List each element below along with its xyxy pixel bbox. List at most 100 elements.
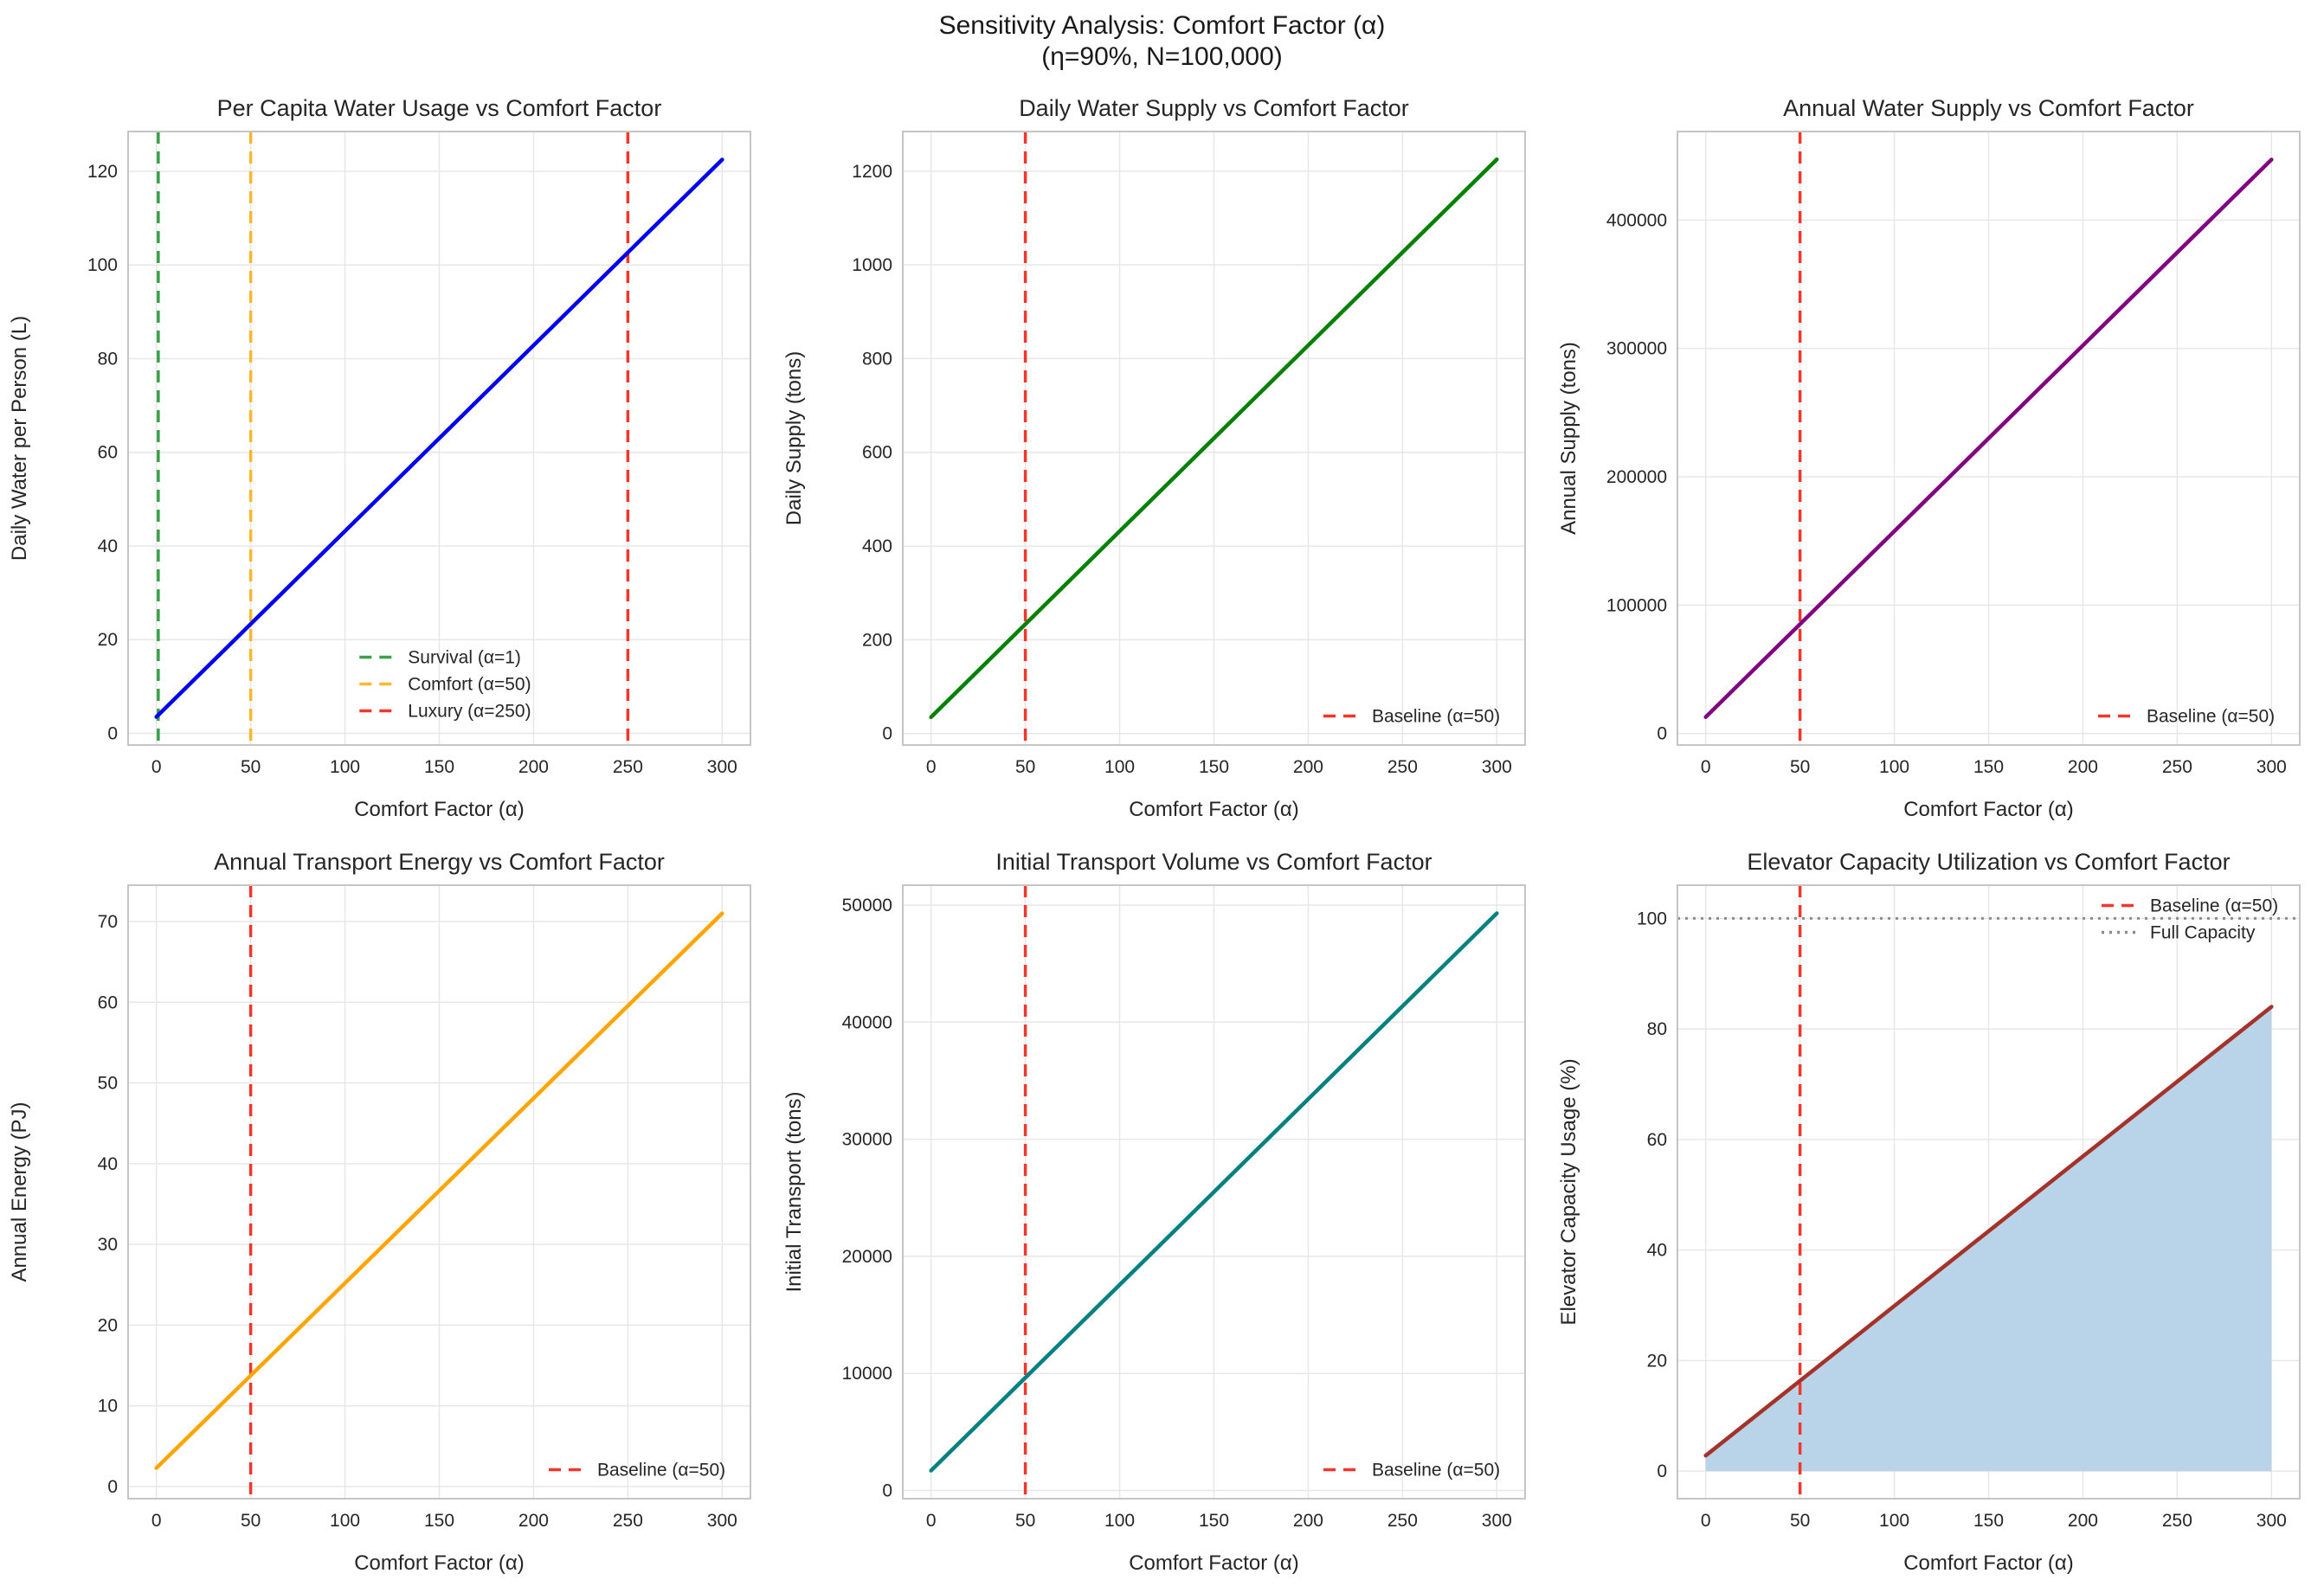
y-tick-label: 600: [862, 443, 892, 463]
y-tick-label: 50000: [842, 896, 892, 915]
x-tick-label: 250: [1387, 757, 1418, 777]
x-tick-label: 0: [926, 1511, 937, 1531]
x-tick-label: 300: [707, 1511, 737, 1531]
x-tick-label: 100: [330, 1511, 360, 1531]
y-axis-label: Annual Energy (PJ): [8, 1102, 31, 1281]
capacity-fill-area: [1705, 1006, 2272, 1472]
x-tick-label: 100: [1104, 757, 1135, 777]
chart-annual-transport-energy: 0 50 100 150 200 250 300 0 10 20 30 40 50 60 70 Comfort…: [8, 849, 751, 1575]
y-tick-label: 400: [862, 536, 892, 556]
x-tick-label: 200: [2068, 1511, 2098, 1531]
y-tick-label: 40: [98, 536, 118, 556]
x-tick-label: 300: [2256, 757, 2287, 777]
x-tick-label: 0: [151, 1511, 162, 1531]
series-annual-energy: [154, 911, 724, 1470]
x-tick-label: 50: [1015, 757, 1035, 777]
y-tick-label: 40000: [842, 1012, 892, 1032]
x-tick-label: 50: [1015, 1511, 1035, 1531]
x-tick-label: 0: [1701, 1511, 1711, 1531]
y-axis-label: Daily Supply (tons): [782, 351, 806, 525]
subplot-annual-water-supply: 0 50 100 150 200 250 300 0 100000 200000 300000 400…: [1549, 83, 2324, 837]
x-tick-label: 50: [1790, 1511, 1810, 1531]
x-tick-label: 200: [2068, 757, 2098, 777]
y-tick-label: 120: [87, 162, 118, 182]
x-tick-label: 0: [151, 757, 162, 777]
series-daily-supply: [929, 157, 1499, 720]
subplot-title: Annual Transport Energy vs Comfort Facto…: [214, 849, 665, 875]
x-axis-label: Comfort Factor (α): [354, 798, 525, 821]
x-axis-label: Comfort Factor (α): [1903, 798, 2074, 821]
y-tick-label: 0: [1657, 724, 1667, 744]
axes-border: [127, 884, 751, 1500]
y-tick-label: 100: [1637, 909, 1667, 928]
chart-elevator-capacity: 0 50 100 150 200 250 300 0 20 40 60 80 100 Comfort Fa…: [1557, 849, 2301, 1575]
x-axis-label: Comfort Factor (α): [354, 1551, 525, 1575]
x-tick-label: 50: [1790, 757, 1810, 777]
legend-label: Baseline (α=50): [1372, 1461, 1500, 1481]
y-tick-label: 200: [862, 630, 892, 650]
y-tick-label: 40: [1647, 1241, 1667, 1261]
subplot-initial-transport-volume: 0 50 100 150 200 250 300 0 10000 20000 30000 40000 5…: [775, 837, 1549, 1590]
chart-annual-water-supply: 0 50 100 150 200 250 300 0 100000 200000 300000 400…: [1557, 95, 2301, 821]
x-tick-label: 50: [241, 757, 261, 777]
y-tick-label: 60: [1647, 1130, 1667, 1150]
y-tick-label: 20: [98, 630, 118, 650]
y-tick-label: 200000: [1606, 467, 1667, 487]
legend-label: Comfort (α=50): [408, 675, 531, 695]
x-tick-label: 250: [2162, 757, 2192, 777]
series-initial-transport: [929, 911, 1499, 1473]
x-tick-label: 0: [1701, 757, 1711, 777]
y-tick-label: 30000: [842, 1130, 892, 1150]
axes-border: [1677, 884, 2301, 1500]
x-tick-label: 100: [1104, 1511, 1135, 1531]
legend-label: Baseline (α=50): [2147, 707, 2275, 727]
x-tick-label: 250: [613, 757, 643, 777]
y-tick-label: 1200: [852, 162, 892, 182]
legend-label: Baseline (α=50): [597, 1461, 725, 1481]
y-tick-label: 80: [1647, 1019, 1667, 1039]
y-tick-label: 40: [98, 1154, 118, 1174]
y-tick-label: 60: [98, 443, 118, 463]
y-tick-label: 70: [98, 912, 118, 932]
y-tick-label: 50: [98, 1074, 118, 1094]
subplot-title: Per Capita Water Usage vs Comfort Factor: [217, 95, 662, 121]
figure-title: Sensitivity Analysis: Comfort Factor (α)…: [0, 0, 2324, 73]
x-tick-label: 100: [1879, 757, 1909, 777]
x-tick-label: 150: [424, 1511, 454, 1531]
subplot-per-capita-water: 0 50 100 150 200 250 300 0 20 40 60 80 100 120 Comfort…: [0, 83, 775, 837]
series-per-capita-usage: [154, 157, 724, 719]
subplot-annual-transport-energy: 0 50 100 150 200 250 300 0 10 20 30 40 50 60 70 Comfort…: [0, 837, 775, 1590]
figure-title-line2: (η=90%, N=100,000): [1041, 42, 1283, 71]
x-tick-label: 150: [1199, 757, 1229, 777]
y-tick-label: 10000: [842, 1364, 892, 1384]
subplot-daily-water-supply: 0 50 100 150 200 250 300 0 200 400 600 800 1000 1200 C…: [775, 83, 1549, 837]
x-tick-label: 150: [424, 757, 454, 777]
axes-border: [127, 131, 751, 746]
y-tick-label: 0: [107, 1477, 118, 1497]
x-tick-label: 100: [1879, 1511, 1909, 1531]
y-tick-label: 800: [862, 349, 892, 369]
x-tick-label: 200: [518, 1511, 549, 1531]
axes-border: [1677, 131, 2301, 746]
series-elevator-capacity-usage: [1703, 1005, 2274, 1458]
y-tick-label: 20: [1647, 1351, 1667, 1371]
x-tick-label: 200: [518, 757, 549, 777]
x-tick-label: 250: [613, 1511, 643, 1531]
series-annual-supply: [1703, 157, 2274, 719]
y-tick-label: 0: [882, 724, 892, 744]
x-tick-label: 300: [2256, 1511, 2287, 1531]
legend-label: Luxury (α=250): [408, 702, 531, 722]
subplot-title: Elevator Capacity Utilization vs Comfort…: [1747, 849, 2230, 875]
legend-label: Full Capacity: [2150, 923, 2256, 943]
subplot-title: Annual Water Supply vs Comfort Factor: [1783, 95, 2194, 121]
subplot-title: Initial Transport Volume vs Comfort Fact…: [995, 849, 1432, 875]
chart-initial-transport-volume: 0 50 100 150 200 250 300 0 10000 20000 30000 40000 5…: [782, 849, 1526, 1575]
y-tick-label: 80: [98, 349, 118, 369]
y-tick-label: 60: [98, 992, 118, 1012]
legend-label: Baseline (α=50): [1372, 707, 1500, 727]
x-tick-label: 50: [241, 1511, 261, 1531]
x-tick-label: 0: [926, 757, 937, 777]
y-axis-label: Initial Transport (tons): [782, 1091, 806, 1292]
legend-label: Survival (α=1): [408, 648, 521, 668]
